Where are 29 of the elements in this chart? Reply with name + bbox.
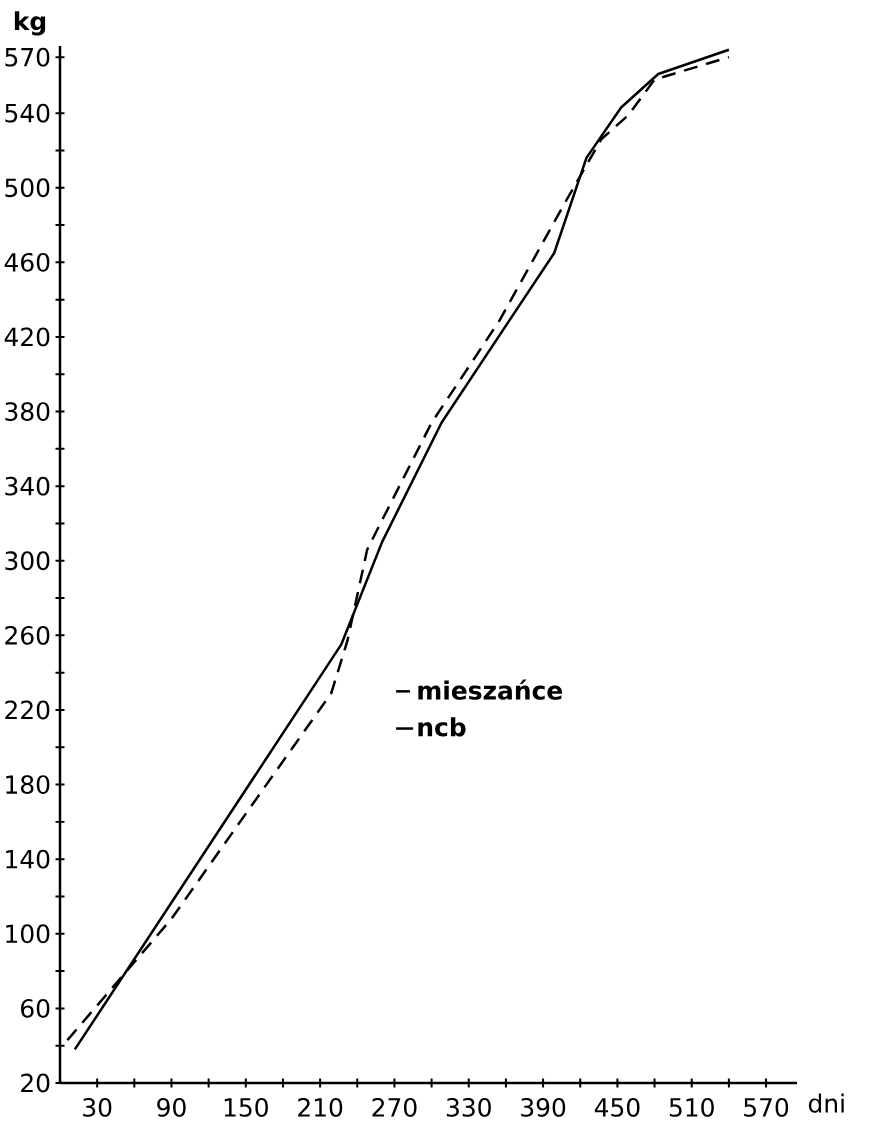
x-tick-label: 390 [521,1097,566,1117]
y-axis-title: kg [14,11,46,36]
y-tick-label: 60 [21,998,50,1018]
y-tick-label: 570 [5,47,50,67]
x-tick-label: 330 [446,1097,491,1117]
y-tick-label: 380 [5,402,50,421]
x-tick-label: 270 [372,1097,417,1117]
x-tick-label: 510 [669,1097,714,1117]
x-tick-label: 210 [298,1097,343,1117]
y-tick-label: 460 [4,252,50,272]
y-tick-label: 340 [5,476,50,496]
y-tick-label: 500 [5,178,50,198]
x-tick-label: 450 [594,1097,640,1117]
x-tick-label: 570 [744,1097,789,1117]
x-tick-label: 150 [224,1097,268,1117]
legend-label: ncb [418,717,466,737]
y-tick-label: 420 [4,327,50,347]
y-tick-label: 180 [6,775,50,794]
x-tick-label: 90 [157,1097,186,1117]
legend-label: mieszańce [418,679,563,700]
y-tick-label: 300 [5,551,50,571]
y-tick-label: 140 [6,849,50,869]
y-tick-label: 540 [5,103,50,123]
x-tick-label: 30 [83,1097,112,1117]
x-axis-title: dni [808,1093,844,1113]
y-tick-label: 260 [5,625,50,645]
y-tick-label: 20 [21,1073,50,1093]
y-tick-label: 100 [6,924,50,944]
y-tick-label: 220 [5,700,50,720]
